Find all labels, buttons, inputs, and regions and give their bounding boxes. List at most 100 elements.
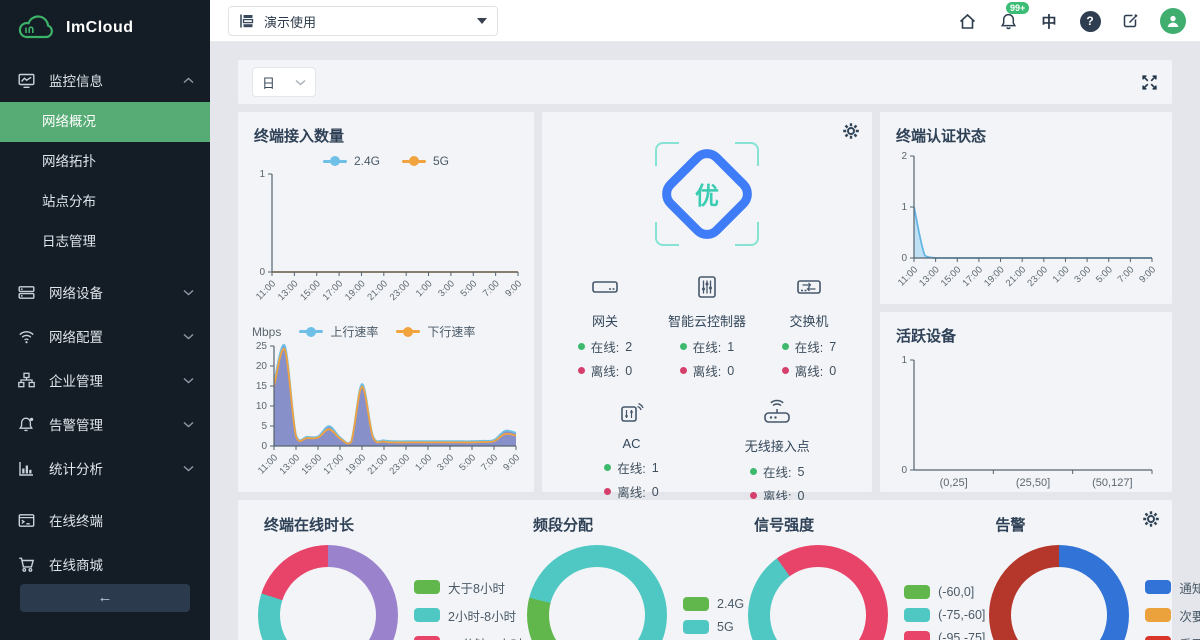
svg-text:1:00: 1:00 — [413, 452, 434, 473]
legend-item[interactable]: 通知 — [1145, 578, 1200, 597]
legend-item[interactable]: (-60,0] — [904, 585, 985, 599]
donut-hole — [770, 567, 867, 640]
legend-label: 重要 — [1179, 634, 1200, 640]
section-title: 信号强度 — [754, 517, 815, 534]
org-selector[interactable]: 演示使用 — [228, 6, 498, 36]
online-duration-donut — [258, 545, 398, 640]
settings-gear-icon[interactable] — [1142, 510, 1160, 528]
help-icon[interactable]: ? — [1078, 9, 1102, 33]
sidebar-item-network-overview[interactable]: 网络概况 — [0, 102, 210, 142]
sidebar-item-online-terminals[interactable]: 在线终端 — [0, 498, 210, 542]
legend-marker — [322, 156, 347, 166]
svg-text:19:00: 19:00 — [343, 278, 368, 303]
legend-item-5g[interactable]: 5G — [402, 154, 449, 168]
notification-badge: 99+ — [1006, 2, 1030, 14]
legend-chip — [414, 608, 440, 622]
terminal-access-panel: 终端接入数量 2.4G 5G 0 1 11:00 13:00 15:00 17:00 19:… — [238, 112, 534, 492]
device-status-row-1: 网关 在线: 2 离线: 0 智能云控制器 在线: 1 离线: 0 交换机 在线: 7 — [542, 274, 872, 385]
settings-gear-icon[interactable] — [842, 122, 860, 140]
offline-label: 离线: — [617, 486, 646, 500]
sidebar-item-network-topology[interactable]: 网络拓扑 — [42, 154, 96, 169]
home-icon[interactable] — [955, 9, 979, 33]
device-name: 交换机 — [789, 314, 829, 329]
online-dot — [604, 464, 612, 471]
sidebar-item-monitoring[interactable]: 监控信息 — [0, 58, 210, 102]
legend-item[interactable]: 2.4G — [683, 596, 745, 611]
offline-label: 离线: — [590, 365, 620, 379]
sidebar-item-statistics[interactable]: 统计分析 — [0, 446, 210, 490]
legend-item[interactable]: 5G — [683, 619, 744, 634]
legend-item-downstream[interactable]: 下行速率 — [396, 323, 475, 340]
org-selector-value: 演示使用 — [264, 14, 317, 30]
health-grade-text: 优 — [695, 182, 719, 210]
svg-text:5:00: 5:00 — [1094, 264, 1115, 285]
svg-text:13:00: 13:00 — [917, 264, 942, 289]
ac-icon — [621, 402, 645, 422]
section-title: 告警 — [995, 517, 1026, 534]
svg-text:23:00: 23:00 — [388, 452, 413, 477]
sidebar-item-label: 企业管理 — [49, 374, 103, 389]
svg-text:0: 0 — [901, 253, 907, 264]
sidebar-item-network-config[interactable]: 网络配置 — [0, 314, 210, 358]
legend-item-upstream[interactable]: 上行速率 — [299, 323, 378, 340]
online-duration-section: 终端在线时长 大于8小时 2小时-8小时 30分钟-2小时 — [258, 512, 523, 640]
svg-text:19:00: 19:00 — [344, 452, 369, 477]
gateway-icon — [592, 281, 618, 293]
wifi-icon — [19, 330, 34, 343]
sidebar-item-network-devices[interactable]: 网络设备 — [0, 270, 210, 314]
svg-text:17:00: 17:00 — [321, 278, 346, 303]
svg-text:1: 1 — [259, 169, 265, 180]
svg-text:(25,50]: (25,50] — [1016, 477, 1050, 489]
svg-text:1: 1 — [901, 202, 907, 213]
sidebar-item-site-distribution[interactable]: 站点分布 — [42, 194, 96, 209]
online-label: 在线: — [692, 341, 722, 355]
sidebar-collapse-button[interactable]: ← — [20, 584, 190, 612]
sidebar-item-online-store[interactable]: 在线商城 — [0, 542, 210, 586]
terminal-auth-panel: 终端认证状态 0 1 2 11:00 13:00 15:00 17:00 19:00 21:00… — [880, 112, 1172, 304]
cart-icon — [19, 557, 35, 572]
legend-item[interactable]: 大于8小时 — [414, 578, 523, 597]
legend-item[interactable]: 重要 — [1145, 634, 1200, 640]
offline-count: 0 — [727, 363, 735, 378]
fullscreen-icon[interactable] — [1141, 74, 1158, 91]
legend-item[interactable]: 2小时-8小时 — [414, 606, 523, 625]
legend-label: 2.4G — [717, 596, 745, 611]
device-cloud-controller: 智能云控制器 在线: 1 离线: 0 — [668, 274, 746, 385]
notifications-bell-icon[interactable]: 99+ — [996, 2, 1030, 33]
offline-dot — [749, 492, 757, 499]
chevron-up-icon — [183, 76, 194, 83]
org-icon — [18, 372, 35, 387]
section-title: 终端在线时长 — [264, 517, 355, 534]
offline-dot — [604, 488, 612, 495]
offline-count: 0 — [797, 488, 805, 503]
period-selector[interactable]: 日 — [252, 67, 316, 97]
legend-item[interactable]: 30分钟-2小时 — [414, 634, 523, 640]
offline-label: 离线: — [692, 365, 722, 379]
device-wireless-ap: 无线接入点 在线: 5 离线: 0 — [745, 399, 810, 510]
app-logo[interactable]: ImCloud — [0, 0, 210, 58]
chevron-down-icon — [183, 421, 194, 428]
sidebar-item-enterprise-management[interactable]: 企业管理 — [0, 358, 210, 402]
svg-text:(50,127]: (50,127] — [1092, 477, 1132, 489]
svg-text:11:00: 11:00 — [256, 452, 280, 476]
online-label: 在线: — [617, 462, 646, 476]
legend-chip — [1145, 608, 1172, 622]
legend-label: 30分钟-2小时 — [448, 634, 523, 640]
svg-text:0: 0 — [901, 465, 907, 476]
language-toggle[interactable]: 中 — [1041, 13, 1057, 31]
svg-text:11:00: 11:00 — [896, 264, 920, 288]
panel-title: 活跃设备 — [896, 328, 957, 345]
svg-text:15: 15 — [256, 381, 268, 392]
legend-item[interactable]: (-75,-60] — [904, 608, 985, 622]
sidebar-item-alarm-management[interactable]: 告警管理 — [0, 402, 210, 446]
legend-item[interactable]: 次要 — [1145, 606, 1200, 625]
legend-item[interactable]: (-95,-75] — [904, 631, 985, 640]
alarm-donut — [989, 545, 1130, 640]
legend-item-24g[interactable]: 2.4G — [322, 154, 380, 168]
online-count: 1 — [651, 460, 659, 475]
legend-label: 5G — [717, 619, 734, 634]
sidebar-item-log-management[interactable]: 日志管理 — [42, 234, 96, 249]
offline-label: 离线: — [794, 365, 824, 379]
feedback-compose-icon[interactable] — [1119, 9, 1143, 33]
user-avatar[interactable] — [1160, 8, 1186, 34]
